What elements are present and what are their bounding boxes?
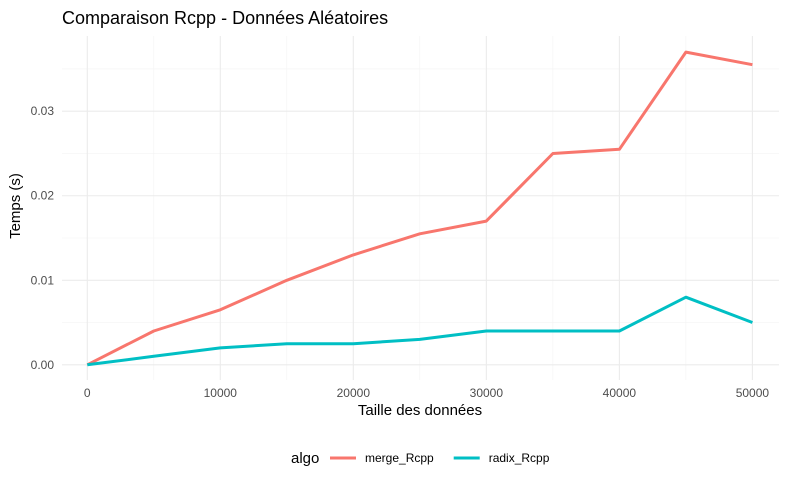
legend-title: algo bbox=[291, 450, 319, 467]
x-tick-label: 20000 bbox=[337, 386, 371, 400]
y-axis-ticks: 0.00 0.01 0.02 0.03 bbox=[31, 104, 55, 372]
series-line-merge_Rcpp bbox=[86, 50, 753, 367]
chart-title: Comparaison Rcpp - Données Aléatoires bbox=[62, 8, 388, 28]
y-tick-label: 0.00 bbox=[31, 358, 55, 372]
x-tick-label: 40000 bbox=[603, 386, 637, 400]
y-axis-title: Temps (s) bbox=[7, 173, 24, 239]
x-tick-label: 30000 bbox=[470, 386, 504, 400]
y-tick-label: 0.03 bbox=[31, 104, 55, 118]
legend-label-radix_Rcpp: radix_Rcpp bbox=[489, 451, 550, 465]
y-tick-label: 0.02 bbox=[31, 189, 55, 203]
y-tick-label: 0.01 bbox=[31, 273, 55, 287]
series-group bbox=[86, 50, 753, 367]
x-tick-label: 50000 bbox=[736, 386, 770, 400]
x-tick-label: 10000 bbox=[204, 386, 238, 400]
grid bbox=[62, 36, 779, 380]
x-axis-title: Taille des données bbox=[358, 402, 482, 419]
x-axis-ticks: 0 10000 20000 30000 40000 50000 bbox=[84, 386, 769, 400]
series-line-radix_Rcpp bbox=[87, 295, 753, 367]
legend: algo merge_Rcpp radix_Rcpp bbox=[291, 450, 550, 467]
legend-label-merge_Rcpp: merge_Rcpp bbox=[365, 451, 434, 465]
x-tick-label: 0 bbox=[84, 386, 91, 400]
